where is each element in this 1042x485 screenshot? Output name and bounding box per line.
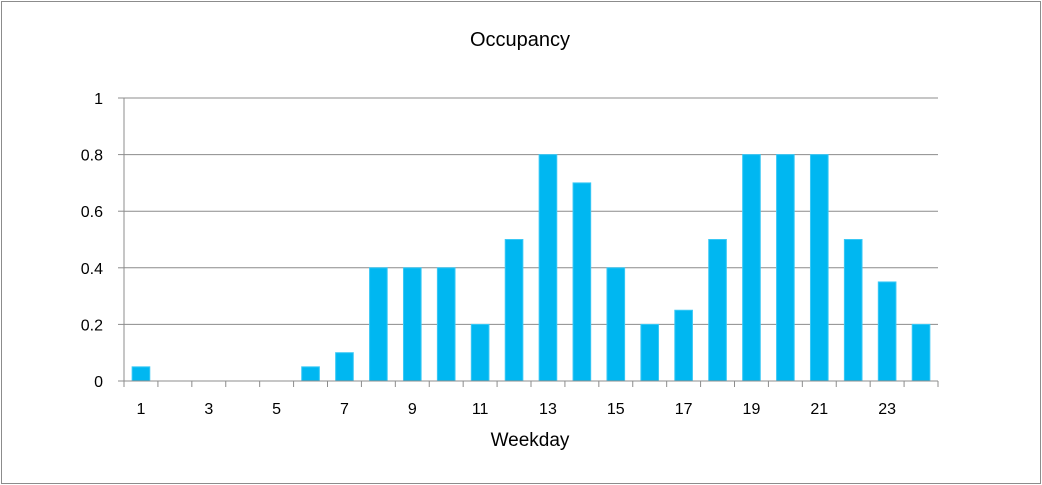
x-axis-label: Weekday [491,430,570,451]
bar-17 [674,309,693,382]
bar-22 [843,239,863,382]
y-tick-label: 1 [94,91,103,108]
x-tick-label: 19 [743,401,761,418]
bar-14 [572,182,592,382]
x-tick-label: 9 [408,401,417,418]
bar-23 [877,281,897,382]
bar-24 [911,323,931,382]
bar-15 [606,267,626,382]
y-tick-label: 0.4 [81,261,103,278]
chart-title: Occupancy [470,29,570,51]
bars-group [131,154,931,382]
x-tick-label: 1 [137,401,146,418]
x-tick-label: 7 [340,401,349,418]
bar-16 [640,323,660,382]
bar-12 [504,239,524,382]
bar-11 [470,323,490,382]
bar-18 [708,239,727,382]
bar-6 [301,366,320,382]
x-tick-label: 3 [204,401,213,418]
bar-20 [776,154,795,382]
y-tick-label: 0.8 [81,148,103,165]
x-tick-labels: 1 3 5 7 9 11 13 15 17 19 21 23 [137,401,897,418]
y-tick-label: 0.2 [81,317,103,334]
bar-9 [402,267,422,382]
bar-21 [809,154,829,382]
y-tick-label: 0 [94,374,103,391]
y-tick-labels: 0 0.2 0.4 0.6 0.8 1 [81,91,103,391]
x-tick-label: 21 [810,401,828,418]
x-tick-label: 13 [539,401,557,418]
x-tick-label: 11 [472,401,489,418]
bar-8 [369,267,388,382]
x-tick-label: 23 [878,401,896,418]
bar-10 [436,267,456,382]
y-tick-label: 0.6 [81,204,103,221]
x-tick-label: 15 [607,401,625,418]
bar-7 [335,352,354,382]
bar-1 [131,366,151,382]
bar-19 [742,154,761,382]
x-tick-label: 5 [272,401,281,418]
axes [123,98,939,387]
bar-13 [538,154,558,382]
gridlines [118,97,938,382]
x-tick-label: 17 [675,401,693,418]
